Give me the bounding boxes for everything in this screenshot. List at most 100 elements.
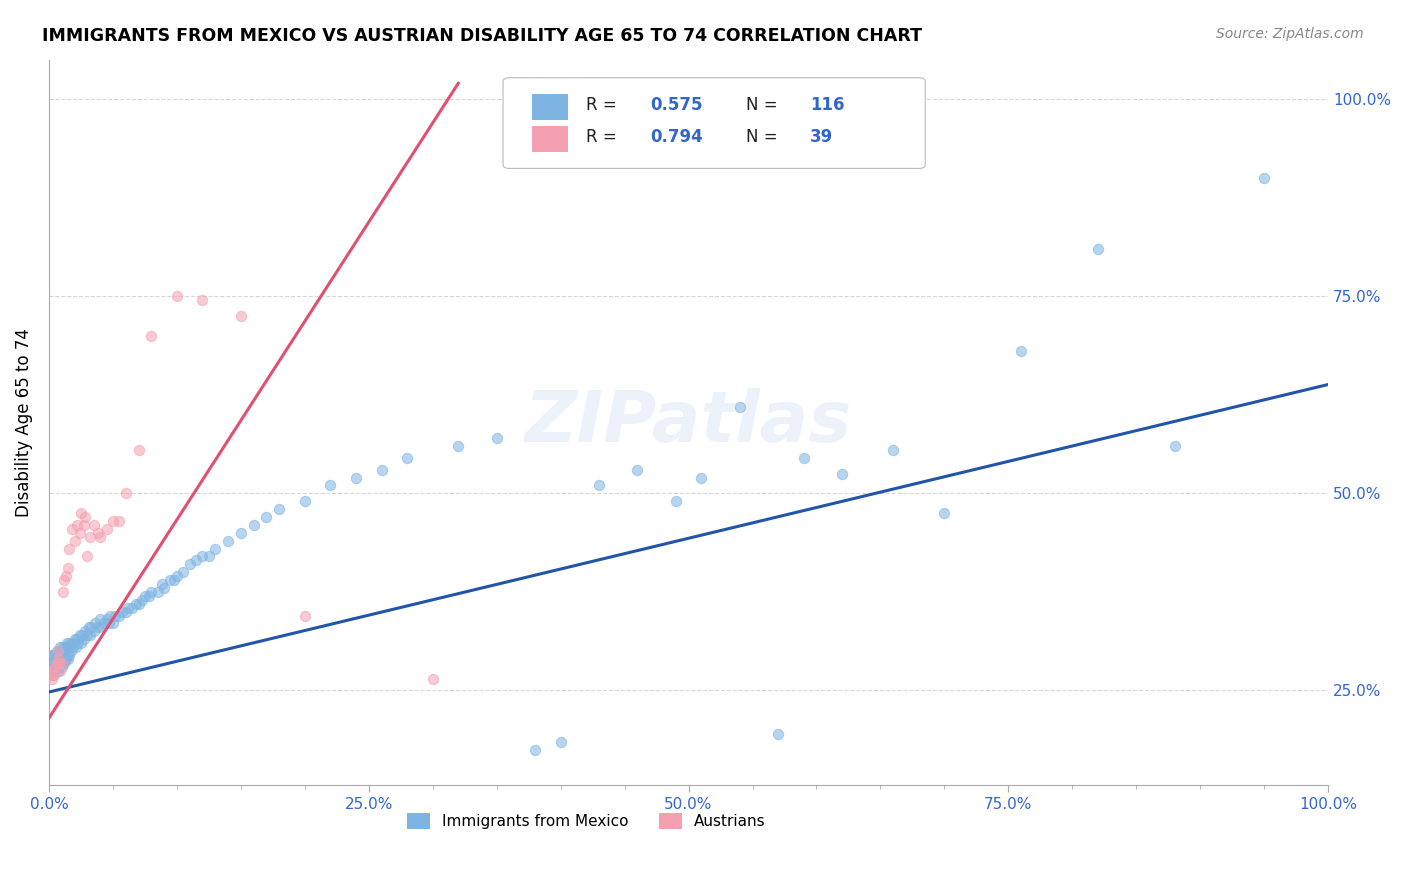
Point <box>70 628 93 642</box>
Point <box>79 628 101 642</box>
Point <box>77 620 100 634</box>
Point <box>179 558 201 572</box>
Point <box>447 439 470 453</box>
Point <box>294 608 316 623</box>
Point <box>690 470 713 484</box>
Point <box>108 514 131 528</box>
Point <box>41 648 63 662</box>
Point <box>1010 344 1032 359</box>
Point <box>42 648 65 662</box>
Point <box>52 585 75 599</box>
Point <box>72 632 94 647</box>
Point <box>72 517 94 532</box>
Point <box>48 656 70 670</box>
Point <box>70 506 93 520</box>
Point <box>45 656 67 670</box>
Point <box>58 648 80 662</box>
Point <box>48 660 70 674</box>
Text: 116: 116 <box>810 96 845 114</box>
Point <box>104 608 127 623</box>
Point <box>46 644 69 658</box>
Point <box>73 510 96 524</box>
FancyBboxPatch shape <box>503 78 925 169</box>
Point <box>141 328 163 343</box>
Point <box>49 640 72 654</box>
Point <box>121 600 143 615</box>
Point <box>101 616 124 631</box>
Point <box>128 597 150 611</box>
Point <box>166 569 188 583</box>
Point <box>53 656 76 670</box>
Point <box>793 450 815 465</box>
Point <box>269 502 291 516</box>
Point <box>65 640 87 654</box>
Point <box>229 525 252 540</box>
FancyBboxPatch shape <box>533 94 568 120</box>
Point <box>56 640 79 654</box>
Point <box>63 632 86 647</box>
Point <box>44 660 66 674</box>
Legend: Immigrants from Mexico, Austrians: Immigrants from Mexico, Austrians <box>401 807 772 836</box>
Point <box>56 636 79 650</box>
Point <box>86 525 108 540</box>
Point <box>550 735 572 749</box>
Point <box>882 442 904 457</box>
Point <box>728 400 751 414</box>
Point <box>114 605 136 619</box>
Text: 39: 39 <box>810 128 834 146</box>
Point <box>42 667 65 681</box>
Point <box>766 727 789 741</box>
Point <box>59 644 82 658</box>
Text: 0.575: 0.575 <box>650 96 703 114</box>
Point <box>56 652 79 666</box>
Point <box>39 667 62 681</box>
Point <box>48 644 70 658</box>
Point <box>89 530 111 544</box>
Point <box>66 517 89 532</box>
Point <box>172 565 194 579</box>
Point <box>42 656 65 670</box>
Point <box>934 506 956 520</box>
Point <box>191 293 214 307</box>
Point <box>42 667 65 681</box>
Point <box>41 672 63 686</box>
Point <box>626 463 648 477</box>
Point <box>131 592 153 607</box>
Point <box>83 624 105 639</box>
Point <box>46 648 69 662</box>
Point <box>831 467 853 481</box>
Point <box>83 517 105 532</box>
Point <box>52 640 75 654</box>
Point <box>344 470 367 484</box>
Point <box>48 652 70 666</box>
Point <box>524 742 547 756</box>
Point <box>52 648 75 662</box>
Point <box>44 656 66 670</box>
Point <box>45 652 67 666</box>
Point <box>44 648 66 662</box>
Point <box>153 581 176 595</box>
Point <box>76 549 98 564</box>
Point <box>319 478 342 492</box>
Point <box>117 600 139 615</box>
Point <box>242 517 264 532</box>
Point <box>73 624 96 639</box>
Point <box>229 309 252 323</box>
Point <box>58 541 80 556</box>
Text: R =: R = <box>586 96 617 114</box>
Point <box>51 652 73 666</box>
Text: IMMIGRANTS FROM MEXICO VS AUSTRIAN DISABILITY AGE 65 TO 74 CORRELATION CHART: IMMIGRANTS FROM MEXICO VS AUSTRIAN DISAB… <box>42 27 922 45</box>
Point <box>254 510 277 524</box>
Point <box>69 628 91 642</box>
Point <box>150 577 173 591</box>
Point <box>63 533 86 548</box>
Point <box>42 664 65 678</box>
Point <box>76 628 98 642</box>
Point <box>125 597 148 611</box>
Point <box>69 525 91 540</box>
Point <box>191 549 214 564</box>
Point <box>96 522 118 536</box>
Point <box>184 553 207 567</box>
Point <box>51 660 73 674</box>
Point <box>51 644 73 658</box>
